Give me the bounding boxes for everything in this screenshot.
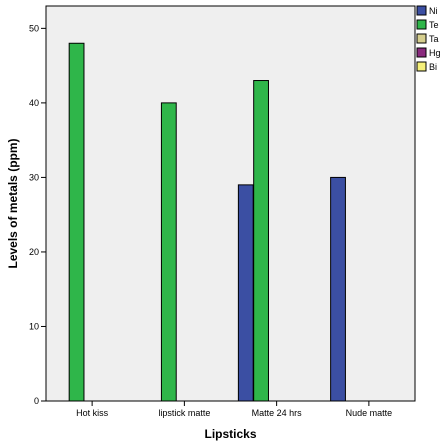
y-axis: 0 10 20 30 40 50	[29, 23, 46, 406]
legend-label: Hg	[429, 48, 441, 58]
y-tick-label: 10	[29, 321, 39, 331]
y-tick-label: 50	[29, 23, 39, 33]
legend: Ni Te Ta Hg Bi	[416, 5, 441, 72]
legend-label: Bi	[429, 62, 437, 72]
y-tick-label: 0	[34, 396, 39, 406]
bar-te-0	[68, 42, 85, 402]
x-tick-label: Nude matte	[346, 408, 393, 418]
legend-label: Ni	[429, 6, 438, 16]
x-axis-title: Lipsticks	[204, 427, 256, 441]
y-tick-label: 20	[29, 247, 39, 257]
legend-swatch	[416, 5, 427, 16]
y-tick-label: 30	[29, 172, 39, 182]
bar-te-2	[253, 80, 269, 402]
bar-te-1	[160, 102, 177, 402]
legend-label: Te	[429, 20, 439, 30]
x-tick-label: Matte 24 hrs	[252, 408, 303, 418]
legend-swatch	[416, 47, 427, 58]
bar-ni-3	[330, 176, 346, 402]
x-axis: Hot kiss lipstick matte Matte 24 hrs Nude m…	[76, 401, 392, 418]
legend-swatch	[416, 33, 427, 44]
x-tick-label: lipstick matte	[158, 408, 210, 418]
legend-swatch	[416, 61, 427, 72]
bar-ni-2	[237, 184, 254, 402]
x-tick-label: Hot kiss	[76, 408, 109, 418]
legend-label: Ta	[429, 34, 439, 44]
plot-area	[45, 5, 416, 402]
y-tick-label: 40	[29, 98, 39, 108]
legend-swatch	[416, 19, 427, 30]
bar-series	[68, 42, 346, 402]
y-axis-title: Levels of metals (ppm)	[6, 138, 20, 268]
